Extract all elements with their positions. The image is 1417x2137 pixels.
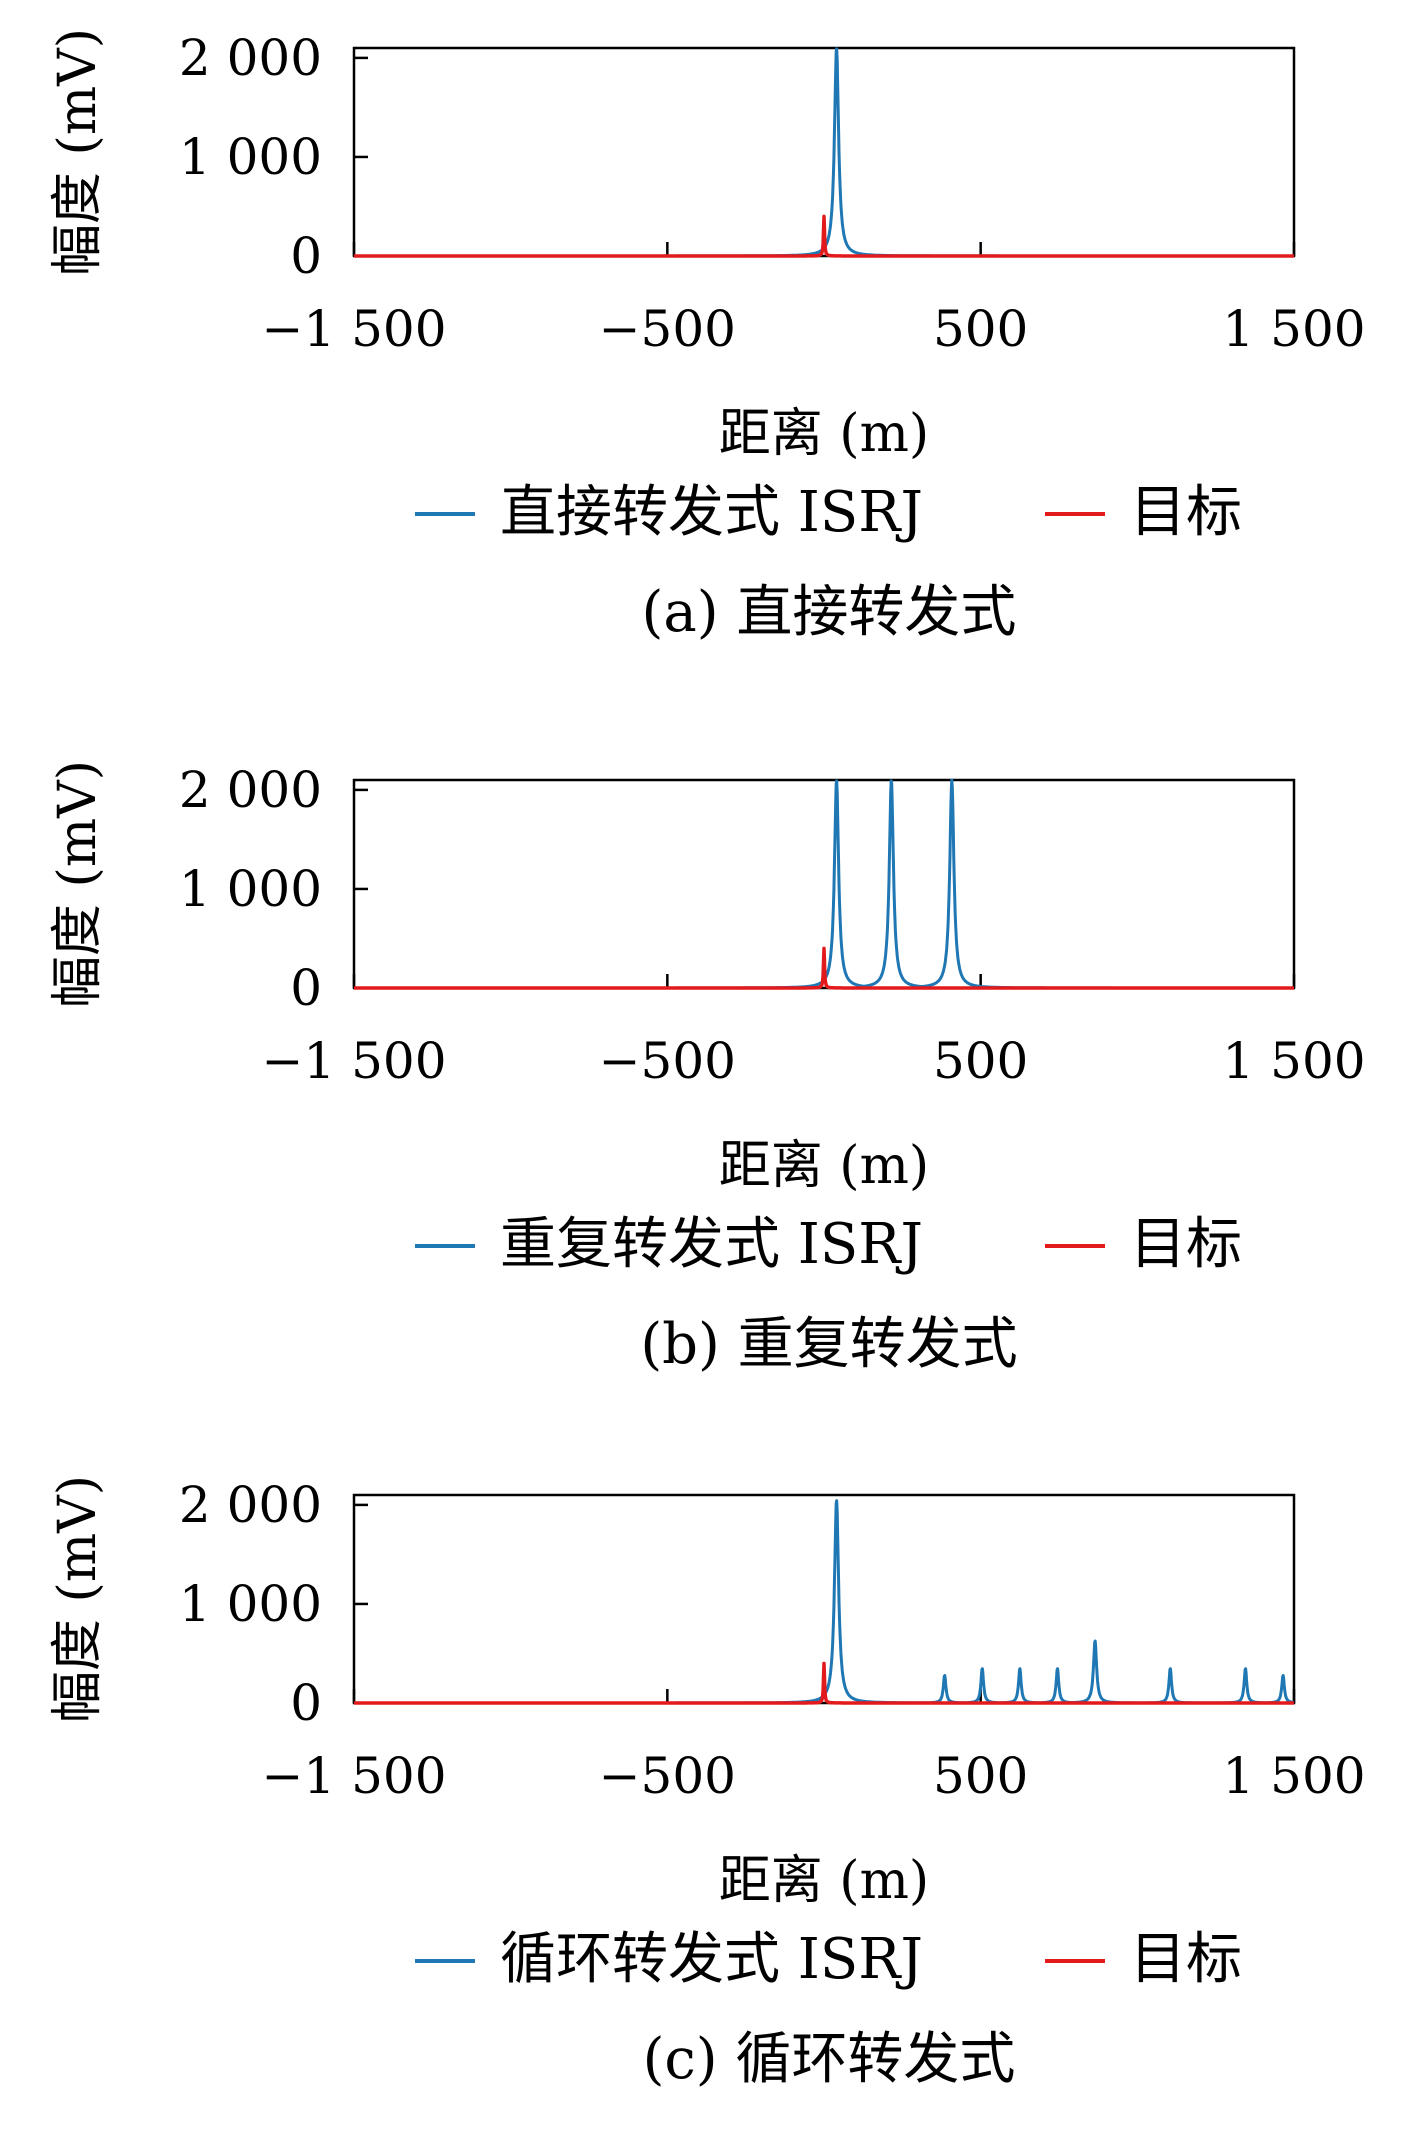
legend-label-jamming: 循环转发式 ISRJ bbox=[500, 1927, 923, 1992]
y-tick-label: 2 000 bbox=[179, 1476, 322, 1534]
y-axis-label: 幅度 (mV) bbox=[48, 28, 108, 276]
panel-caption: (c) 循环转发式 bbox=[643, 2027, 1016, 2092]
legend-label-jamming: 直接转发式 ISRJ bbox=[500, 480, 923, 545]
panel-caption: (b) 重复转发式 bbox=[640, 1312, 1017, 1377]
y-axis-label: 幅度 (mV) bbox=[48, 760, 108, 1008]
series-line-target bbox=[352, 1661, 1296, 1705]
x-tick-label: 1 500 bbox=[1222, 1032, 1365, 1090]
chart-panel-1: 0 1 000 2 000 −1 500 −500 500 1 500 幅度 (mV) 距离 (… bbox=[48, 28, 1366, 645]
plot-frame bbox=[352, 778, 1296, 990]
panel-caption: (a) 直接转发式 bbox=[642, 580, 1017, 645]
plot-frame bbox=[352, 1493, 1296, 1705]
series-line-target bbox=[352, 214, 1296, 258]
x-tick-label: −1 500 bbox=[261, 1032, 446, 1090]
x-tick-label: 500 bbox=[933, 1032, 1028, 1090]
x-tick-label: 500 bbox=[933, 1747, 1028, 1805]
x-tick-label: 500 bbox=[933, 300, 1028, 358]
y-tick-label: 1 000 bbox=[179, 128, 322, 186]
x-tick-label: −500 bbox=[599, 300, 736, 358]
chart-panel-3: 0 1 000 2 000 −1 500 −500 500 1 500 幅度 (mV) 距离 (… bbox=[48, 1475, 1366, 2092]
plot-frame bbox=[352, 46, 1296, 258]
y-tick-label: 0 bbox=[290, 1674, 322, 1732]
x-tick-label: 1 500 bbox=[1222, 300, 1365, 358]
y-tick-label: 0 bbox=[290, 227, 322, 285]
y-tick-label: 0 bbox=[290, 959, 322, 1017]
series-line-target bbox=[352, 946, 1296, 990]
x-axis-label: 距离 (m) bbox=[719, 1851, 929, 1911]
legend: 直接转发式 ISRJ 目标 bbox=[415, 480, 1242, 545]
legend-label-target: 目标 bbox=[1130, 480, 1242, 545]
legend-label-jamming: 重复转发式 ISRJ bbox=[500, 1212, 923, 1277]
legend-label-target: 目标 bbox=[1130, 1927, 1242, 1992]
x-axis-label: 距离 (m) bbox=[719, 1136, 929, 1196]
x-axis-label: 距离 (m) bbox=[719, 404, 929, 464]
x-tick-label: −1 500 bbox=[261, 300, 446, 358]
legend: 循环转发式 ISRJ 目标 bbox=[415, 1927, 1242, 1992]
legend: 重复转发式 ISRJ 目标 bbox=[415, 1212, 1242, 1277]
legend-label-target: 目标 bbox=[1130, 1212, 1242, 1277]
x-tick-label: −500 bbox=[599, 1747, 736, 1805]
x-tick-label: −1 500 bbox=[261, 1747, 446, 1805]
x-tick-label: 1 500 bbox=[1222, 1747, 1365, 1805]
y-tick-label: 2 000 bbox=[179, 29, 322, 87]
y-tick-label: 1 000 bbox=[179, 1575, 322, 1633]
y-tick-label: 2 000 bbox=[179, 761, 322, 819]
y-axis-label: 幅度 (mV) bbox=[48, 1475, 108, 1723]
chart-panel-2: 0 1 000 2 000 −1 500 −500 500 1 500 幅度 (mV) 距离 (… bbox=[48, 760, 1366, 1377]
x-tick-label: −500 bbox=[599, 1032, 736, 1090]
y-tick-label: 1 000 bbox=[179, 860, 322, 918]
